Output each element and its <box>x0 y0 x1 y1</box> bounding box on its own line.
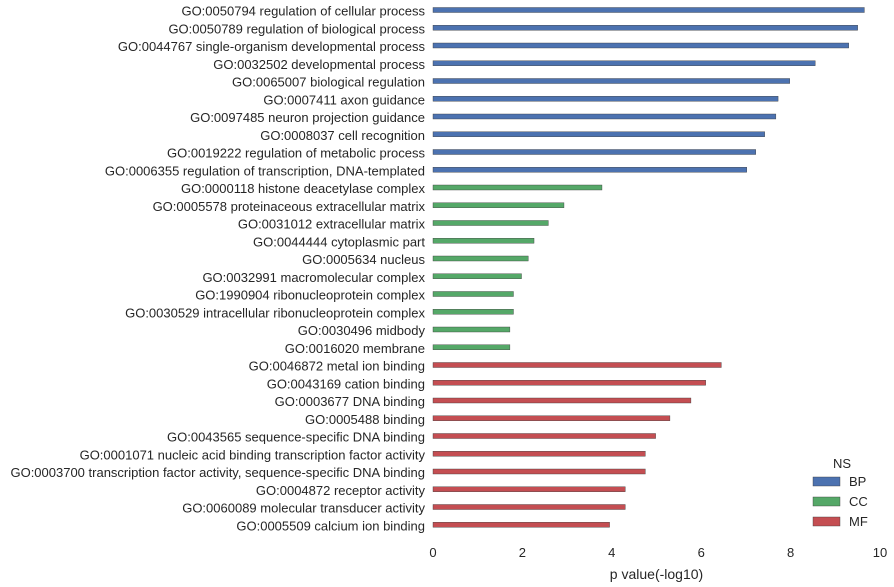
category-label: GO:0008037 cell recognition <box>260 128 425 143</box>
category-label: GO:0005578 proteinaceous extracellular m… <box>153 199 426 214</box>
category-label: GO:1990904 ribonucleoprotein complex <box>195 288 425 303</box>
category-label: GO:0016020 membrane <box>285 341 425 356</box>
x-tick-label: 4 <box>608 545 615 560</box>
bar-mf <box>432 468 646 475</box>
bar-bp <box>432 113 777 120</box>
bar-cc <box>432 273 522 279</box>
bar-cc <box>432 184 603 191</box>
legend-label-bp: BP <box>849 474 866 489</box>
category-label: GO:0060089 molecular transducer activity <box>182 501 425 516</box>
bar-mf <box>432 522 610 528</box>
legend: NS BP CC MF <box>812 456 868 529</box>
category-label: GO:0006355 regulation of transcription, … <box>105 163 425 178</box>
bar-bp <box>432 7 865 13</box>
category-label: GO:0030496 midbody <box>298 323 426 338</box>
category-label: GO:0032991 macromolecular complex <box>202 270 425 285</box>
category-label: GO:0050789 regulation of biological proc… <box>168 21 425 36</box>
x-axis-label: p value(-log10) <box>610 566 703 582</box>
bar-cc <box>432 309 514 315</box>
legend-label-cc: CC <box>849 494 868 509</box>
category-label: GO:0005488 binding <box>305 412 425 427</box>
category-label: GO:0043565 sequence-specific DNA binding <box>167 430 425 445</box>
bar-mf <box>432 451 646 457</box>
category-label: GO:0003700 transcription factor activity… <box>10 465 425 480</box>
category-label: GO:0001071 nucleic acid binding transcri… <box>80 447 426 462</box>
bar-bp <box>432 131 765 137</box>
bar-mf <box>432 433 656 439</box>
legend-swatch-cc <box>812 496 841 507</box>
category-label: GO:0046872 metal ion binding <box>249 359 425 374</box>
bar-bp <box>432 96 779 102</box>
category-label: GO:0005634 nucleus <box>302 252 425 267</box>
x-tick-label: 0 <box>429 545 436 560</box>
category-label: GO:0030529 intracellular ribonucleoprote… <box>125 305 425 320</box>
x-tick-label: 10 <box>873 545 887 560</box>
category-label: GO:0044444 cytoplasmic part <box>253 234 425 249</box>
category-label: GO:0097485 neuron projection guidance <box>190 110 425 125</box>
bar-cc <box>432 220 549 226</box>
category-label: GO:0004872 receptor activity <box>256 483 426 498</box>
category-label: GO:0031012 extracellular matrix <box>238 217 426 232</box>
category-label: GO:0005509 calcium ion binding <box>236 518 425 533</box>
category-labels: GO:0050794 regulation of cellular proces… <box>10 4 425 534</box>
category-label: GO:0019222 regulation of metabolic proce… <box>167 146 425 161</box>
category-label: GO:0000118 histone deacetylase complex <box>181 181 426 196</box>
bar-mf <box>432 380 706 386</box>
category-label: GO:0065007 biological regulation <box>232 75 425 90</box>
category-label: GO:0003677 DNA binding <box>275 394 425 409</box>
legend-swatch-mf <box>812 516 841 527</box>
bar-cc <box>432 326 511 333</box>
bar-mf <box>432 362 722 368</box>
bar-mf <box>432 397 692 404</box>
x-tick-label: 6 <box>698 545 705 560</box>
category-label: GO:0007411 axon guidance <box>263 92 425 107</box>
category-label: GO:0032502 developmental process <box>213 57 425 72</box>
bar-cc <box>432 291 514 297</box>
bar-bp <box>432 25 858 31</box>
bar-cc <box>432 238 535 244</box>
legend-swatch-bp <box>812 476 841 487</box>
bar-bp <box>432 42 849 49</box>
bar-bp <box>432 78 790 84</box>
bar-cc <box>432 255 529 262</box>
legend-label-mf: MF <box>849 514 868 529</box>
bar-mf <box>432 415 671 421</box>
bars <box>432 7 865 528</box>
x-tick-label: 8 <box>787 545 794 560</box>
bar-mf <box>432 504 626 510</box>
legend-title: NS <box>833 456 851 471</box>
category-label: GO:0050794 regulation of cellular proces… <box>181 4 425 19</box>
bar-bp <box>432 167 747 173</box>
bar-mf <box>432 486 626 492</box>
category-label: GO:0043169 cation binding <box>267 376 425 391</box>
category-label: GO:0044767 single-organism developmental… <box>118 39 426 54</box>
x-axis-ticks: 0 2 4 6 8 10 <box>429 545 887 560</box>
x-tick-label: 2 <box>519 545 526 560</box>
bar-cc <box>432 202 565 208</box>
bar-bp <box>432 60 816 66</box>
bar-bp <box>432 149 756 155</box>
bar-cc <box>432 344 511 350</box>
